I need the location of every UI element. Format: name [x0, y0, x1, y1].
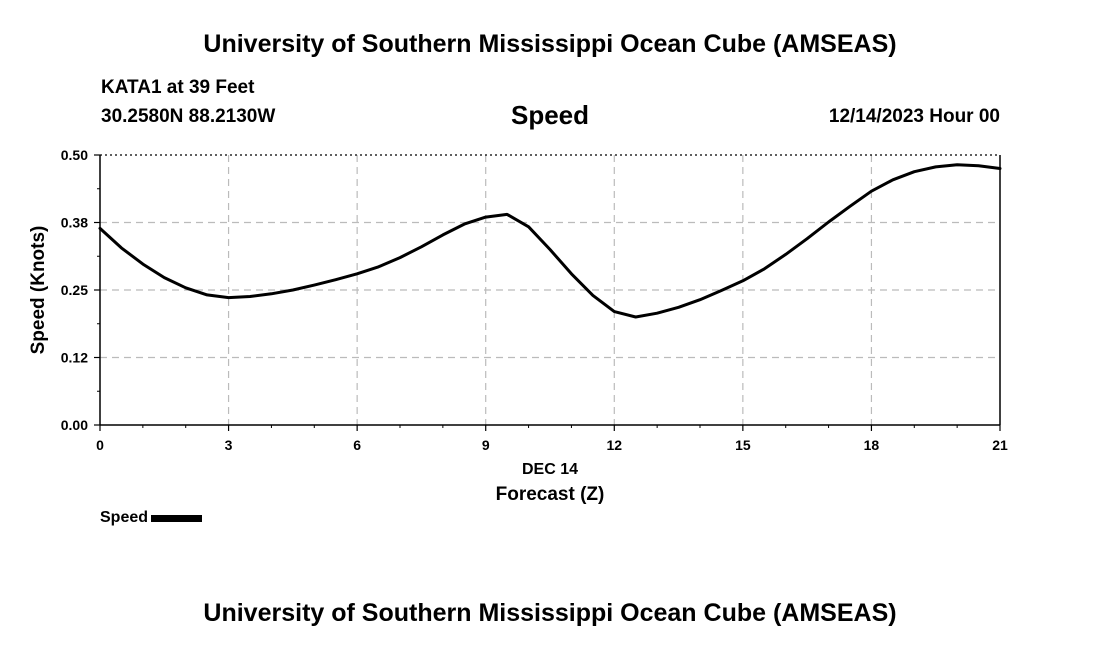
x-tick-label: 6: [353, 437, 361, 453]
x-tick-label: 18: [864, 437, 880, 453]
x-tick-label: 0: [96, 437, 104, 453]
x-tick-label: 12: [606, 437, 622, 453]
y-tick-label: 0.50: [61, 147, 88, 163]
legend-label: Speed: [100, 509, 149, 526]
series: [98, 163, 1002, 319]
variable-title: Speed: [510, 100, 590, 130]
x-tick-label: 15: [735, 437, 751, 453]
forecast-datetime: 12/14/2023 Hour 00: [828, 106, 1000, 127]
legend-line-swatch: [151, 514, 203, 522]
y-axis-label: Speed (Knots): [28, 226, 49, 355]
x-tick-label: 3: [225, 437, 233, 453]
y-tick-label: 0.00: [61, 417, 88, 433]
footer-title: University of Southern Mississippi Ocean…: [203, 599, 897, 627]
station-label: KATA1 at 39 Feet: [101, 77, 255, 98]
x-tick-label: 21: [992, 437, 1008, 453]
y-tick-label: 0.25: [61, 282, 88, 298]
coordinates-label: 30.2580N 88.2130W: [101, 106, 276, 127]
x-tick-label: 9: [482, 437, 490, 453]
speed-series-line: [98, 163, 1002, 319]
x-axis-label: Forecast (Z): [496, 484, 605, 505]
legend: Speed: [100, 509, 203, 527]
y-tick-label: 0.12: [61, 350, 88, 366]
axes: 0 3 6 9 12 15 18 21 0.00 0.12 0.25 0.38 0.50: [61, 147, 1008, 453]
grid: [100, 154, 1000, 425]
chart-title: University of Southern Mississippi Ocean…: [203, 30, 897, 58]
x-axis-date-label: DEC 14: [522, 461, 578, 478]
y-tick-label: 0.38: [61, 215, 88, 231]
